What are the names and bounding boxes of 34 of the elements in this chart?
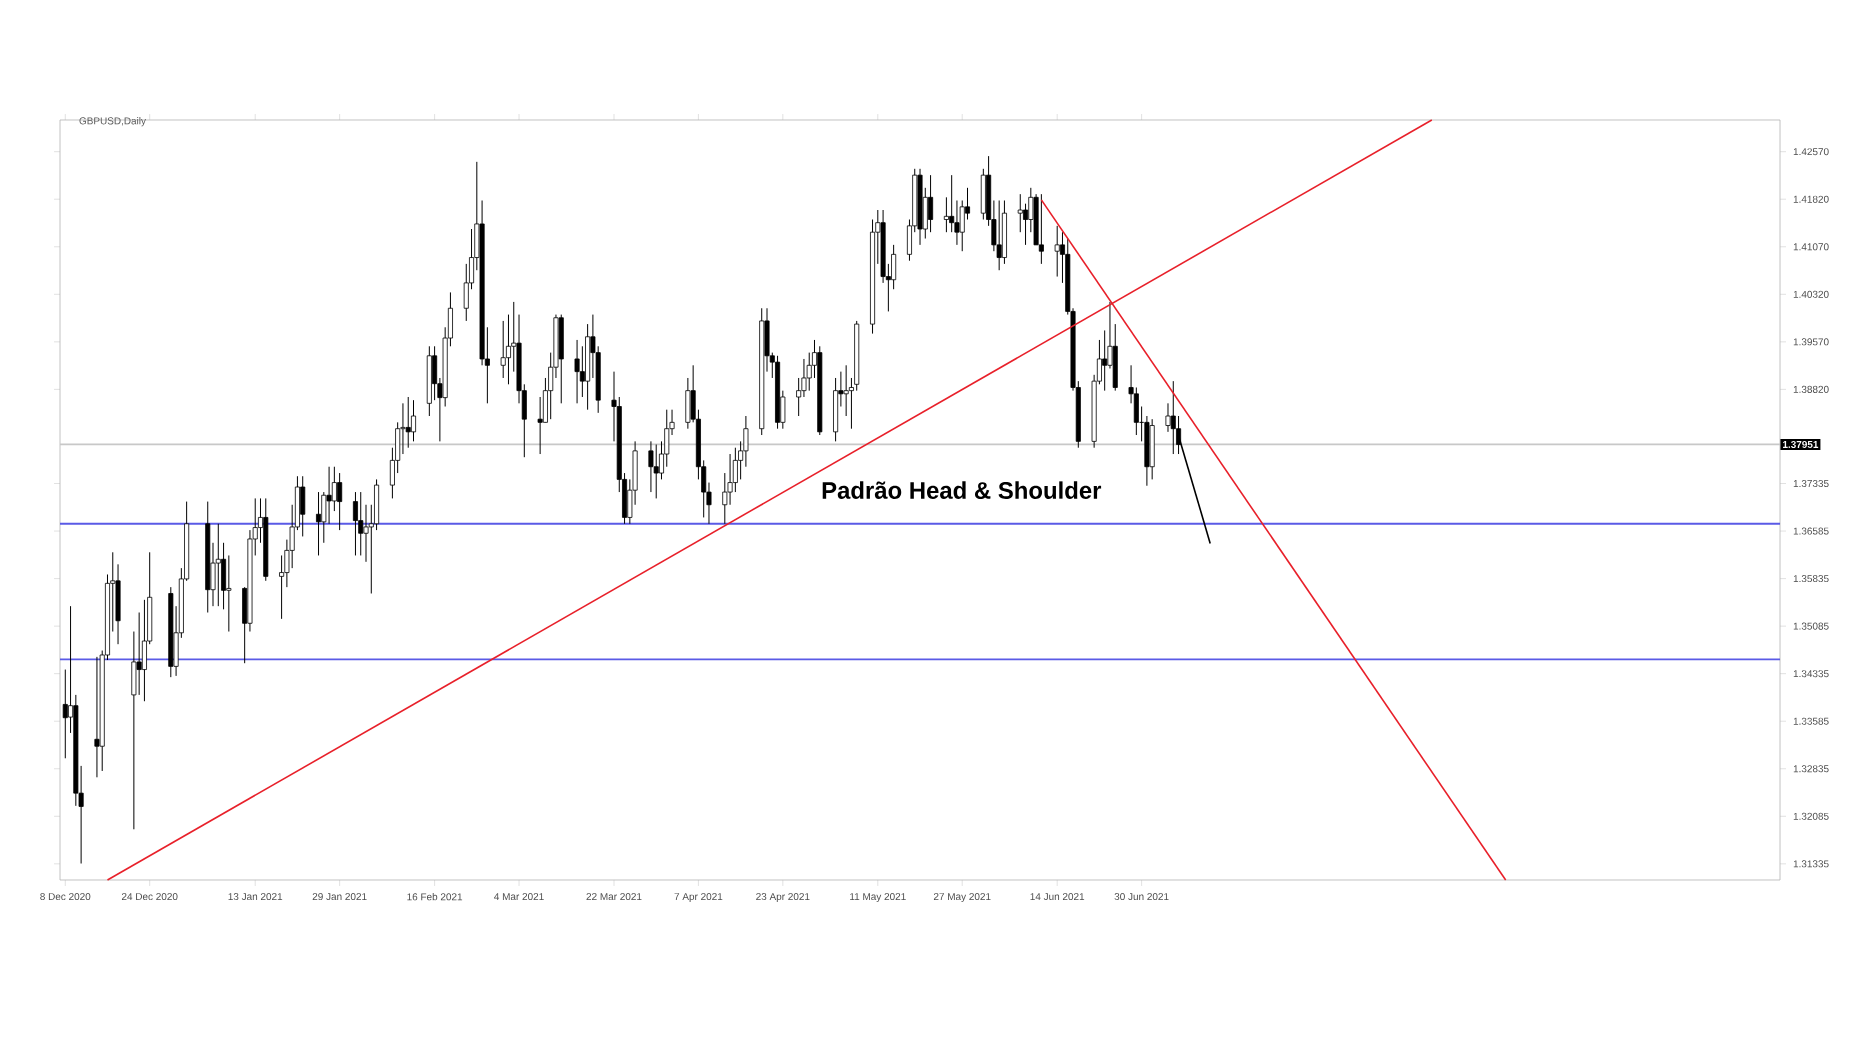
candlestick — [426, 345, 432, 417]
candlestick — [996, 199, 1002, 271]
candlestick — [405, 396, 411, 449]
candlestick — [352, 491, 358, 556]
candlestick — [1102, 329, 1108, 392]
candlestick — [94, 656, 100, 778]
candlestick — [1149, 418, 1155, 480]
candlestick — [1170, 380, 1176, 455]
candlestick — [1001, 199, 1007, 265]
candlestick — [943, 196, 949, 233]
candlestick — [653, 444, 659, 499]
candlestick — [574, 339, 580, 404]
candlestick — [1144, 415, 1150, 487]
candlestick — [833, 377, 839, 442]
candlestick — [1017, 193, 1023, 233]
annotation: Padrão Head & Shoulder — [822, 481, 1102, 499]
candlestick — [585, 323, 591, 411]
candlestick — [928, 174, 934, 233]
candlestick — [326, 466, 332, 525]
candlestick — [537, 396, 543, 455]
candlestick — [1165, 402, 1171, 433]
candlestick — [1054, 225, 1060, 278]
candlestick — [215, 523, 221, 607]
candlestick — [648, 440, 654, 493]
candlestick — [980, 168, 986, 221]
candlestick — [500, 320, 506, 379]
candlestick — [410, 399, 417, 442]
candlestick — [558, 314, 564, 404]
candlestick — [337, 472, 343, 531]
candlestick — [358, 491, 364, 556]
candlestick — [1038, 193, 1044, 265]
candlestick — [300, 475, 306, 537]
candlestick — [316, 491, 322, 556]
candlestick — [226, 554, 232, 633]
